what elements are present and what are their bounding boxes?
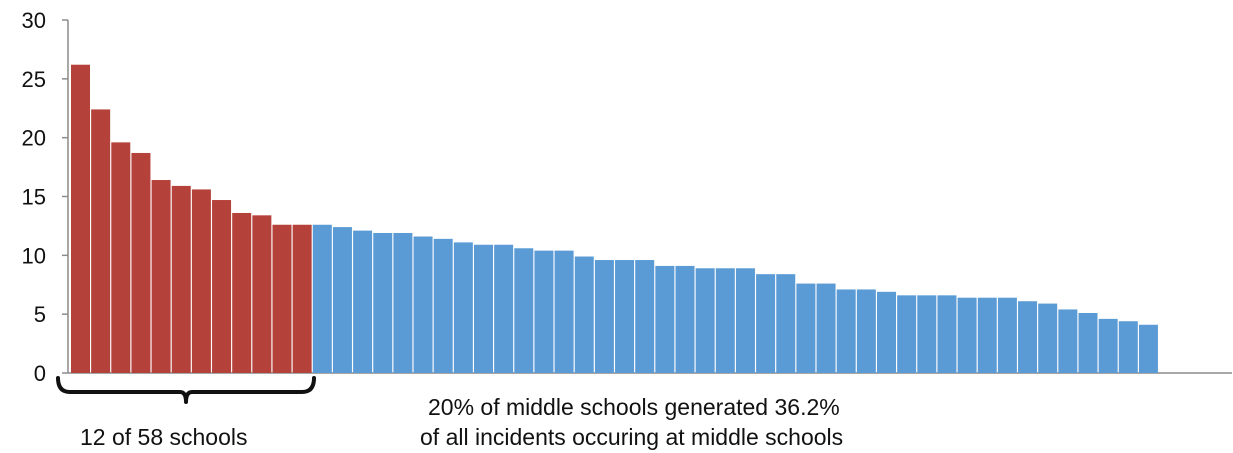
note-line-2: of all incidents occuring at middle scho… xyxy=(420,424,844,450)
bar xyxy=(353,230,373,373)
bar xyxy=(1038,303,1058,373)
bar xyxy=(71,64,90,374)
bar xyxy=(171,185,191,373)
bar xyxy=(292,224,312,373)
y-tick-label: 20 xyxy=(22,126,46,151)
y-tick-label: 25 xyxy=(22,67,46,92)
bar xyxy=(574,256,594,373)
bar xyxy=(252,215,272,373)
bar xyxy=(272,224,292,373)
bar xyxy=(554,250,574,373)
y-tick-label: 5 xyxy=(34,302,46,327)
note-line-1: 20% of middle schools generated 36.2% xyxy=(428,394,840,420)
bar xyxy=(1058,309,1078,373)
bar xyxy=(816,283,836,373)
bar xyxy=(453,242,473,373)
bar xyxy=(997,297,1017,373)
bar xyxy=(635,260,655,373)
bar xyxy=(735,268,755,373)
bar xyxy=(897,295,917,373)
bar xyxy=(212,200,232,373)
bar xyxy=(756,274,776,373)
bars-group xyxy=(71,64,1158,374)
bar xyxy=(594,260,614,373)
bracket-highlight-range xyxy=(56,376,316,404)
bar xyxy=(534,250,554,373)
bar xyxy=(191,189,211,373)
bar xyxy=(232,212,252,373)
bar xyxy=(494,244,514,373)
bar xyxy=(1118,321,1138,373)
bar xyxy=(91,109,111,374)
bar xyxy=(1018,301,1038,373)
y-tick-label: 0 xyxy=(34,361,46,386)
bar xyxy=(413,236,433,373)
bar xyxy=(776,274,796,373)
bar xyxy=(312,224,332,373)
bar xyxy=(836,289,856,373)
bar xyxy=(393,232,413,373)
bracket-label: 12 of 58 schools xyxy=(80,424,248,450)
bar xyxy=(957,297,977,373)
bar xyxy=(917,295,937,373)
bar xyxy=(977,297,997,373)
bar xyxy=(655,265,675,373)
bar xyxy=(332,227,352,373)
bar xyxy=(695,268,715,373)
bar xyxy=(514,248,534,373)
bar xyxy=(796,283,816,373)
bar xyxy=(131,152,151,373)
bar xyxy=(615,260,635,373)
bar xyxy=(474,244,493,373)
bar xyxy=(151,180,171,373)
bar xyxy=(937,295,957,373)
bar xyxy=(675,265,695,373)
y-axis-ticks: 0 5 10 15 20 25 30 xyxy=(22,8,68,386)
y-tick-label: 15 xyxy=(22,185,46,210)
bar xyxy=(433,238,453,373)
bar xyxy=(1078,312,1098,373)
y-tick-label: 10 xyxy=(22,243,46,268)
bar xyxy=(111,142,131,373)
bar xyxy=(1098,318,1118,373)
bar xyxy=(1138,324,1158,373)
bar xyxy=(373,232,393,373)
y-tick-label: 30 xyxy=(22,8,46,33)
bar xyxy=(856,289,876,373)
bar xyxy=(877,291,896,373)
bar xyxy=(715,268,735,373)
